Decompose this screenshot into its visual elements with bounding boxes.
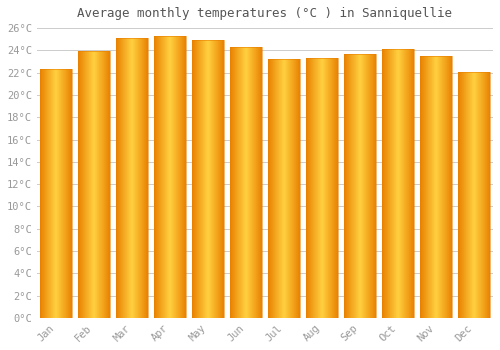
Bar	[154, 36, 186, 318]
Bar	[40, 69, 72, 318]
Bar	[306, 58, 338, 318]
Bar	[192, 40, 224, 318]
Title: Average monthly temperatures (°C ) in Sanniquellie: Average monthly temperatures (°C ) in Sa…	[78, 7, 452, 20]
Bar	[458, 71, 490, 318]
Bar	[382, 49, 414, 318]
Bar	[230, 47, 262, 318]
Bar	[420, 56, 452, 318]
Bar	[344, 54, 376, 318]
Bar	[116, 38, 148, 318]
Bar	[268, 59, 300, 318]
Bar	[78, 51, 110, 318]
